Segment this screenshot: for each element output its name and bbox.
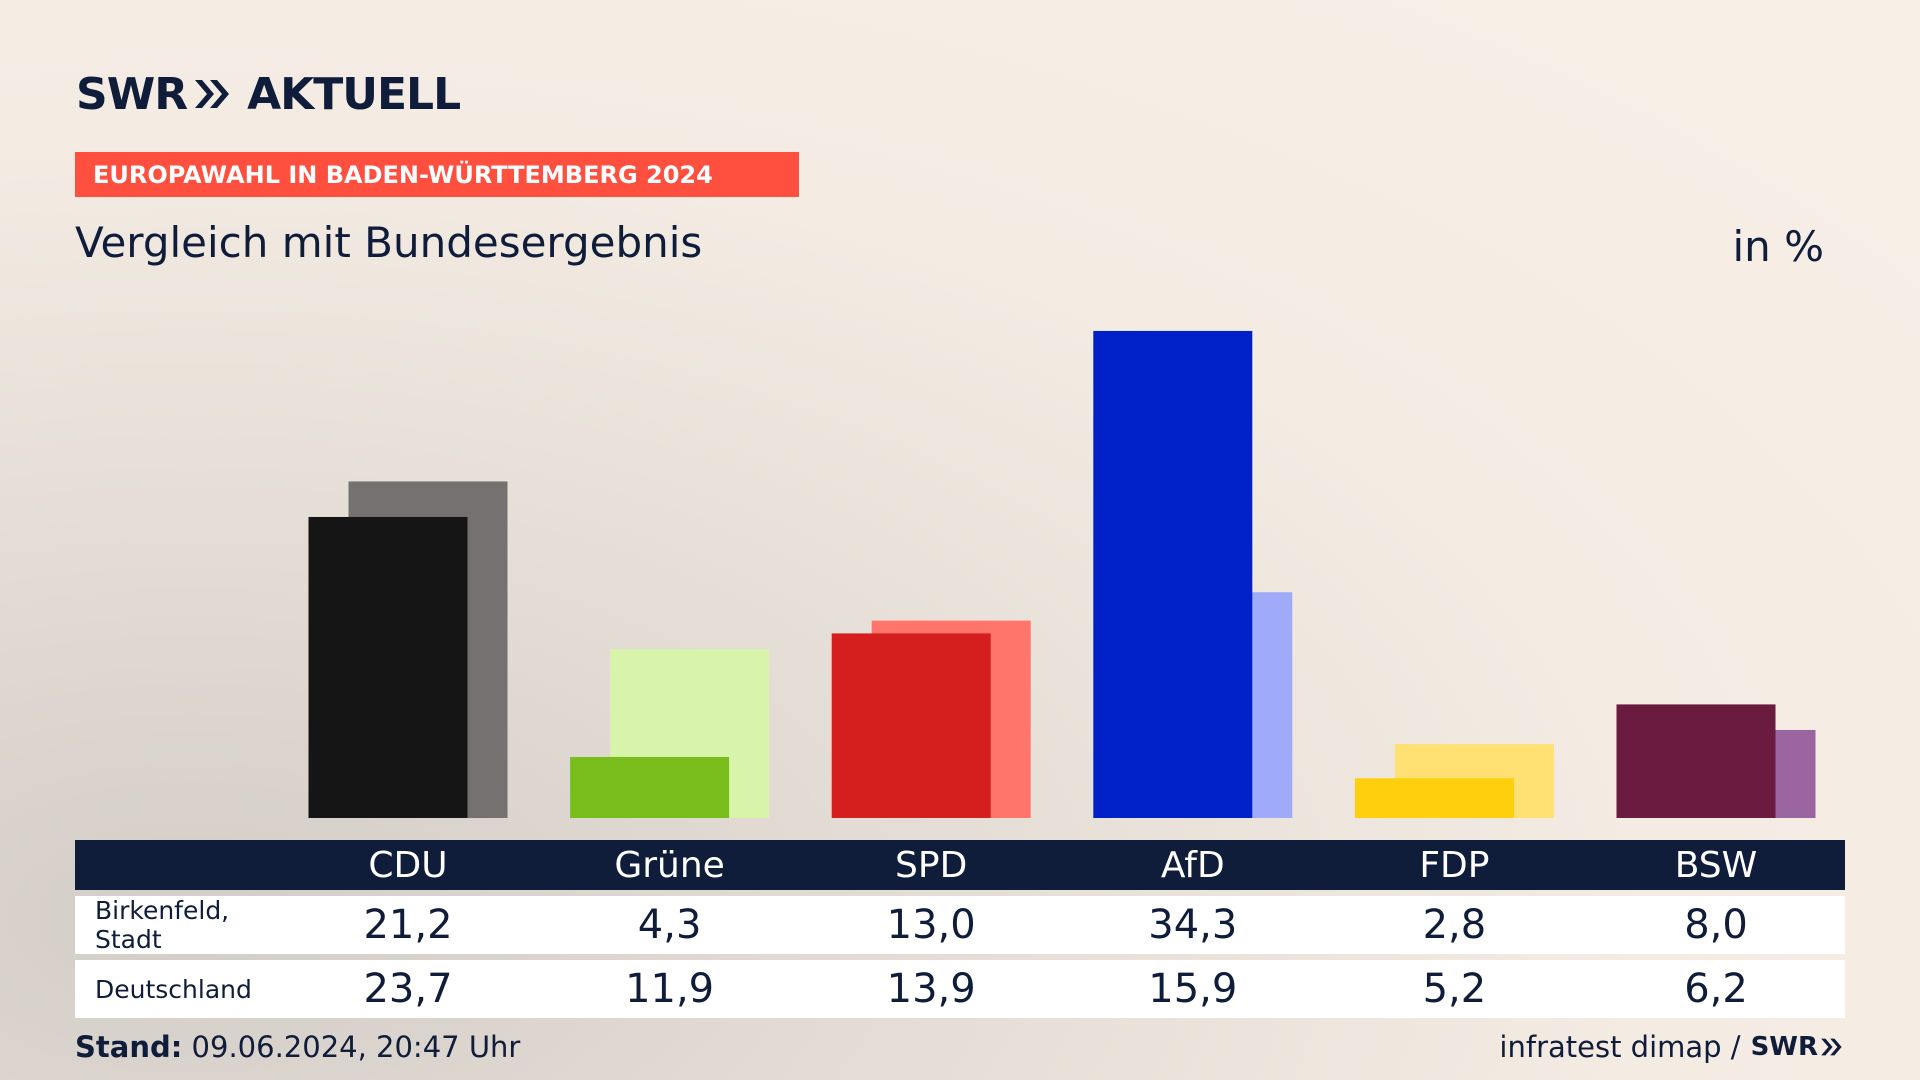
chevrons-icon (195, 80, 230, 108)
bar-birkenfeld-afd (1093, 330, 1253, 818)
results-table: CDU Grüne SPD AfD FDP BSW Birkenfeld, Stadt 2… (75, 840, 1845, 1018)
column-header-bsw: BSW (1674, 844, 1758, 886)
logo-swr-text: SWR (76, 68, 188, 120)
table-row-deutschland: Deutschland 23,7 11,9 13,9 15,9 5,2 6,2 (75, 960, 1845, 1018)
bar-birkenfeld-bsw (1616, 704, 1776, 818)
stand-label: Stand: (75, 1030, 183, 1064)
unit-label: in % (1732, 222, 1824, 271)
value-birkenfeld-cdu: 21,2 (363, 902, 453, 948)
value-deutschland-bsw: 6,2 (1684, 966, 1748, 1012)
value-deutschland-afd: 15,9 (1148, 966, 1238, 1012)
row-label-deutschland: Deutschland (95, 974, 252, 1004)
value-birkenfeld-afd: 34,3 (1148, 902, 1238, 948)
table-header-row: CDU Grüne SPD AfD FDP BSW (75, 840, 1845, 890)
value-deutschland-spd: 13,9 (886, 966, 976, 1012)
column-header-gruene: Grüne (614, 844, 725, 886)
bar-birkenfeld-fdp (1354, 778, 1514, 818)
source-text: infratest dimap / (1499, 1030, 1741, 1064)
value-birkenfeld-fdp: 2,8 (1422, 902, 1487, 948)
bar-birkenfeld-cdu (308, 516, 468, 818)
column-header-fdp: FDP (1419, 844, 1490, 886)
source-credit: infratest dimap / SWR (1499, 1030, 1844, 1064)
value-birkenfeld-gruene: 4,3 (637, 902, 702, 948)
swr-aktuell-logo: SWR AKTUELL (76, 68, 461, 120)
column-header-afd: AfD (1160, 844, 1225, 886)
value-deutschland-fdp: 5,2 (1422, 966, 1487, 1012)
chevrons-small-icon (1821, 1038, 1842, 1056)
chart-subtitle: Vergleich mit Bundesergebnis (75, 218, 703, 267)
value-birkenfeld-bsw: 8,0 (1684, 902, 1748, 948)
value-birkenfeld-spd: 13,0 (886, 902, 976, 948)
column-header-cdu: CDU (368, 844, 448, 886)
row-label-birkenfeld: Birkenfeld, Stadt (95, 896, 230, 954)
table-row-birkenfeld: Birkenfeld, Stadt 21,2 4,3 13,0 34,3 2,8 8,0 (75, 896, 1845, 954)
bar-birkenfeld-gruene (570, 756, 730, 818)
source-logo-text: SWR (1750, 1032, 1818, 1062)
bar-chart (308, 330, 1816, 818)
logo-aktuell-text: AKTUELL (247, 68, 461, 120)
stand-value: 09.06.2024, 20:47 Uhr (191, 1030, 521, 1064)
value-deutschland-cdu: 23,7 (363, 966, 453, 1012)
value-deutschland-gruene: 11,9 (625, 966, 715, 1012)
timestamp: Stand: 09.06.2024, 20:47 Uhr (75, 1030, 520, 1064)
election-banner: EUROPAWAHL IN BADEN-WÜRTTEMBERG 2024 (75, 152, 799, 197)
column-header-spd: SPD (895, 844, 968, 886)
bar-birkenfeld-spd (831, 633, 991, 818)
